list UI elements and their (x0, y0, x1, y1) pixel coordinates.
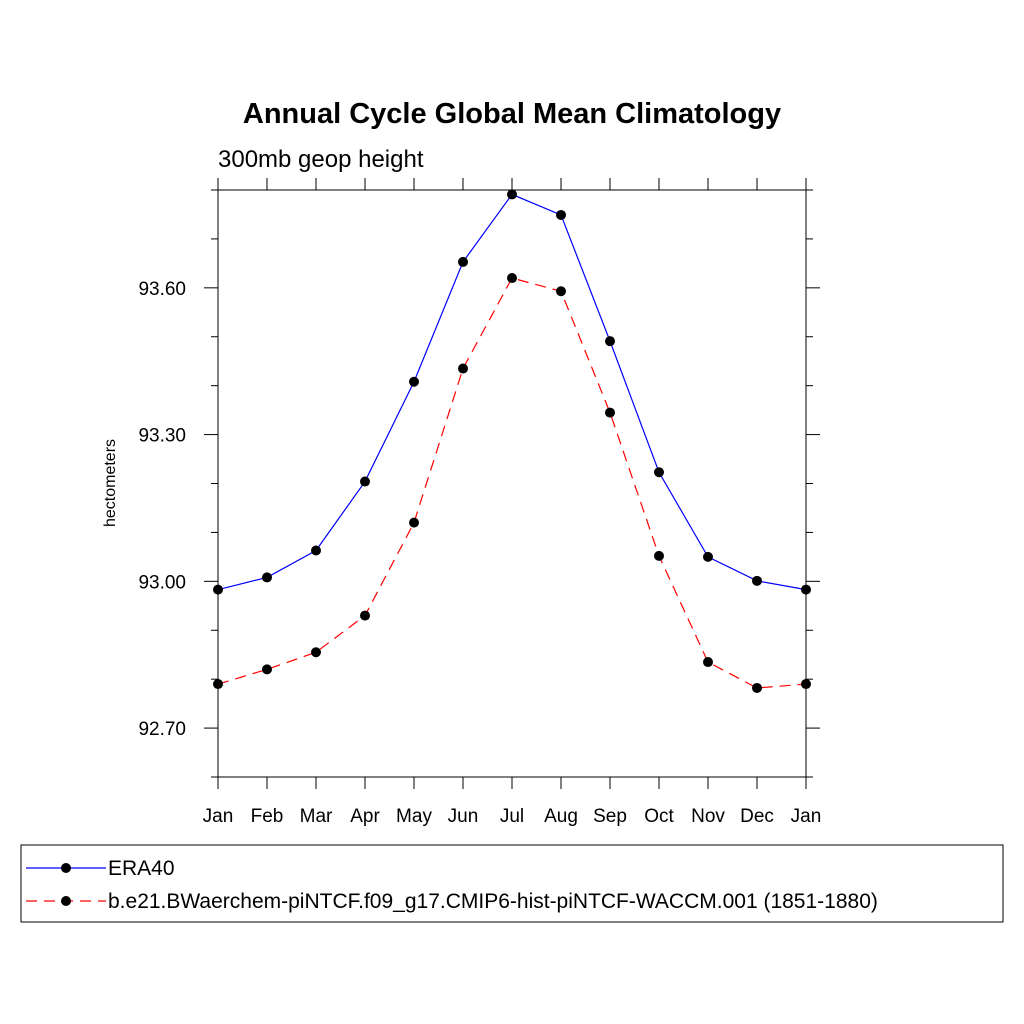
x-tick-label: May (396, 806, 432, 827)
x-tick-label: Dec (740, 806, 774, 827)
data-point (262, 664, 272, 675)
data-point (654, 467, 664, 478)
data-point (556, 286, 566, 297)
data-point (360, 610, 370, 621)
series-layer (213, 189, 811, 693)
y-axis-title: hectometers (102, 439, 119, 527)
data-point (801, 584, 811, 595)
data-point (458, 256, 468, 267)
data-point (605, 336, 615, 347)
y-tick-label: 93.30 (138, 426, 186, 447)
series-line (217, 277, 807, 689)
legend-item-1: ERA40 (26, 857, 175, 880)
data-point (507, 189, 517, 200)
series-2 (213, 273, 811, 693)
data-point (507, 273, 517, 284)
data-point (311, 545, 321, 556)
legend-item-2: b.e21.BWaerchem-piNTCF.f09_g17.CMIP6-his… (26, 890, 878, 913)
data-point (409, 517, 419, 528)
series-1 (213, 189, 811, 595)
chart-title: Annual Cycle Global Mean Climatology (243, 98, 781, 130)
data-point (262, 572, 272, 583)
x-tick-label: Feb (251, 806, 284, 827)
y-tick-label: 93.60 (138, 279, 186, 300)
legend-marker (61, 896, 71, 906)
y-tick-label: 92.70 (138, 719, 186, 740)
data-point (801, 679, 811, 690)
legend-label: b.e21.BWaerchem-piNTCF.f09_g17.CMIP6-his… (108, 890, 878, 913)
data-point (703, 551, 713, 562)
data-point (556, 209, 566, 220)
data-point (360, 476, 370, 487)
legend: ERA40 b.e21.BWaerchem-piNTCF.f09_g17.CMIP… (26, 857, 878, 913)
axis-ticks: Jan Feb Mar Apr May Jun Jul Aug Sep Oct Nov Dec Jan 9… (138, 178, 821, 827)
x-tick-label: Jul (500, 806, 524, 827)
data-point (409, 376, 419, 387)
data-point (311, 647, 321, 658)
chart-subtitle: 300mb geop height (218, 146, 424, 173)
x-tick-label: Jan (203, 806, 234, 827)
x-tick-label: Aug (544, 806, 578, 827)
series-line (217, 193, 807, 591)
x-tick-label: Oct (644, 806, 674, 827)
x-tick-label: Jan (791, 806, 822, 827)
data-point (703, 657, 713, 668)
x-tick-label: Nov (691, 806, 725, 827)
x-tick-label: Jun (448, 806, 479, 827)
data-point (752, 682, 762, 693)
legend-box (20, 844, 1004, 923)
data-point (654, 550, 664, 561)
data-point (752, 575, 762, 586)
legend-label: ERA40 (108, 857, 175, 880)
data-point (458, 363, 468, 374)
data-point (213, 679, 223, 690)
y-tick-label: 93.00 (138, 572, 186, 593)
x-tick-label: Apr (350, 806, 380, 827)
x-tick-label: Mar (300, 806, 333, 827)
legend-marker (61, 863, 71, 873)
x-tick-label: Sep (593, 806, 627, 827)
data-point (213, 584, 223, 595)
data-point (605, 407, 615, 418)
